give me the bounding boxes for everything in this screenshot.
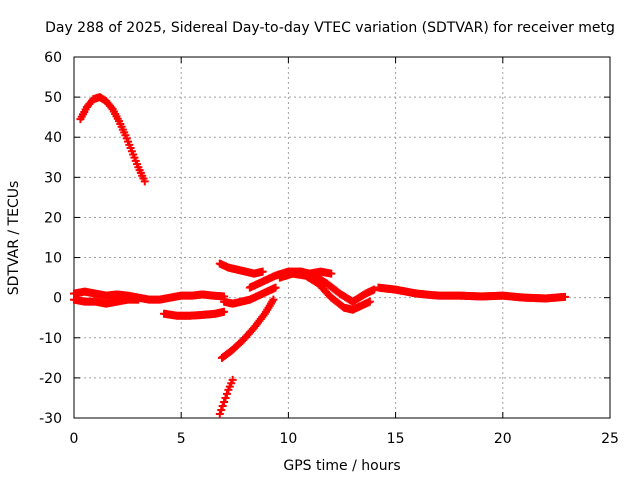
data-point (228, 375, 237, 384)
grid-lines (74, 57, 610, 418)
data-point (269, 295, 278, 304)
x-tick-label: 15 (387, 431, 405, 447)
series-arc-10 (275, 269, 374, 314)
data-point (220, 397, 229, 406)
data-point (271, 283, 280, 292)
data-point (327, 269, 336, 278)
y-tick-label: -30 (39, 411, 62, 427)
y-tick-label: 60 (44, 50, 62, 66)
series-arc-1 (76, 93, 149, 186)
data-point (560, 292, 569, 301)
data-point (218, 401, 227, 410)
x-axis-label: GPS time / hours (283, 458, 400, 474)
data-point (134, 295, 143, 304)
x-tick-label: 5 (177, 431, 186, 447)
y-tick-label: 20 (44, 210, 62, 226)
data-point (258, 267, 267, 276)
y-tick-label: 10 (44, 251, 62, 267)
y-tick-label: 30 (44, 170, 62, 186)
series-arc-6 (220, 283, 280, 308)
data-point (217, 405, 226, 414)
y-axis-label: SDTVAR / TECUs (6, 181, 22, 296)
series-arc-3 (70, 295, 143, 308)
chart-title: Day 288 of 2025, Sidereal Day-to-day VTE… (45, 20, 615, 36)
series-arc-4 (160, 307, 229, 320)
data-point (370, 285, 379, 294)
x-tick-label: 0 (70, 431, 79, 447)
x-tick-label: 20 (494, 431, 512, 447)
series-arc-7 (217, 295, 278, 362)
series-arc-8 (215, 375, 237, 418)
x-tick-label: 25 (601, 431, 619, 447)
data-point (221, 393, 230, 402)
data-point (222, 389, 231, 398)
series-arc-12 (374, 283, 569, 303)
data-series (70, 93, 569, 418)
y-tick-label: 40 (44, 130, 62, 146)
data-point (140, 177, 149, 186)
y-tick-label: 50 (44, 90, 62, 106)
plot-frame (73, 56, 611, 419)
x-tick-label: 10 (279, 431, 297, 447)
data-point (220, 307, 229, 316)
series-arc-5 (215, 259, 267, 278)
data-point (365, 297, 374, 306)
y-tick-label: -20 (39, 371, 62, 387)
data-point (107, 103, 116, 112)
series-arc-11 (295, 267, 336, 278)
data-point (215, 409, 224, 418)
axis-ticks: 0 5 10 15 20 25 -30 -20 -10 0 10 20 30 40 50 60 (39, 50, 619, 447)
y-tick-label: 0 (53, 291, 62, 307)
y-tick-label: -10 (39, 331, 62, 347)
